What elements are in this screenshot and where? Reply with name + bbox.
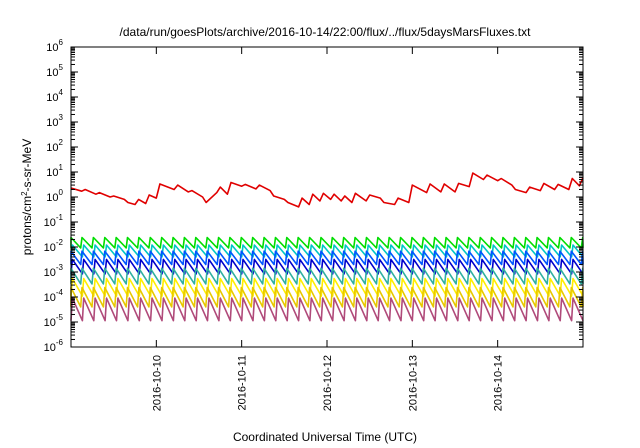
x-axis-label: Coordinated Universal Time (UTC): [233, 430, 417, 444]
y-axis-label: protons/cm2-s-sr-MeV: [20, 139, 35, 255]
series-line: [70, 250, 584, 266]
y-tick-label: 10-3: [44, 263, 64, 279]
chart-title: /data/run/goesPlots/archive/2016-10-14/2…: [120, 25, 532, 39]
series-line: [70, 297, 584, 322]
x-tick-label: 2016-10-14: [493, 355, 505, 411]
series-line: [70, 244, 584, 258]
y-tick-label: 10-5: [44, 313, 64, 329]
series-line: [70, 236, 584, 249]
y-axis-label-main: protons/cm: [20, 196, 34, 255]
y-axis-label-rest: -s-sr-MeV: [20, 139, 34, 192]
series-line: [70, 267, 584, 285]
y-ticks: 10-6 10-5 10-4 10-3 10-2 10-1 100 101 102 103 104 1…: [44, 38, 583, 354]
series-line: [70, 277, 584, 297]
series-line: [70, 286, 584, 308]
series-line: [70, 172, 584, 208]
y-tick-label: 10-4: [44, 288, 64, 304]
y-tick-label: 10-1: [44, 213, 64, 229]
x-tick-label: 2016-10-11: [237, 355, 249, 410]
y-tick-label: 104: [46, 88, 63, 104]
plot-frame: [70, 46, 584, 348]
y-tick-label: 106: [46, 38, 63, 54]
x-ticks: 2016-10-10 2016-10-11 2016-10-12 2016-10-13…: [151, 47, 505, 411]
y-axis-label-sup: 2: [20, 191, 29, 196]
y-tick-label: 103: [46, 113, 63, 129]
y-tick-label: 100: [46, 188, 63, 204]
series-layer: [70, 172, 584, 322]
y-tick-label: 10-6: [44, 338, 64, 354]
x-tick-label: 2016-10-13: [407, 355, 419, 411]
y-tick-label: 10-2: [44, 238, 64, 254]
y-tick-label: 101: [46, 163, 63, 179]
y-tick-label: 102: [46, 138, 63, 154]
x-tick-label: 2016-10-10: [151, 355, 163, 411]
x-tick-label: 2016-10-12: [322, 355, 334, 411]
y-tick-label: 105: [46, 63, 63, 79]
series-line: [70, 258, 584, 275]
